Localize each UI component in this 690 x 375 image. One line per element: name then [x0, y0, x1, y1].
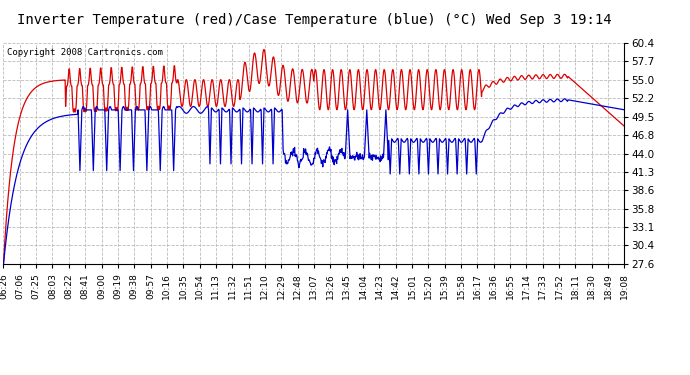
- Text: Copyright 2008 Cartronics.com: Copyright 2008 Cartronics.com: [7, 48, 162, 57]
- Text: Inverter Temperature (red)/Case Temperature (blue) (°C) Wed Sep 3 19:14: Inverter Temperature (red)/Case Temperat…: [17, 13, 611, 27]
